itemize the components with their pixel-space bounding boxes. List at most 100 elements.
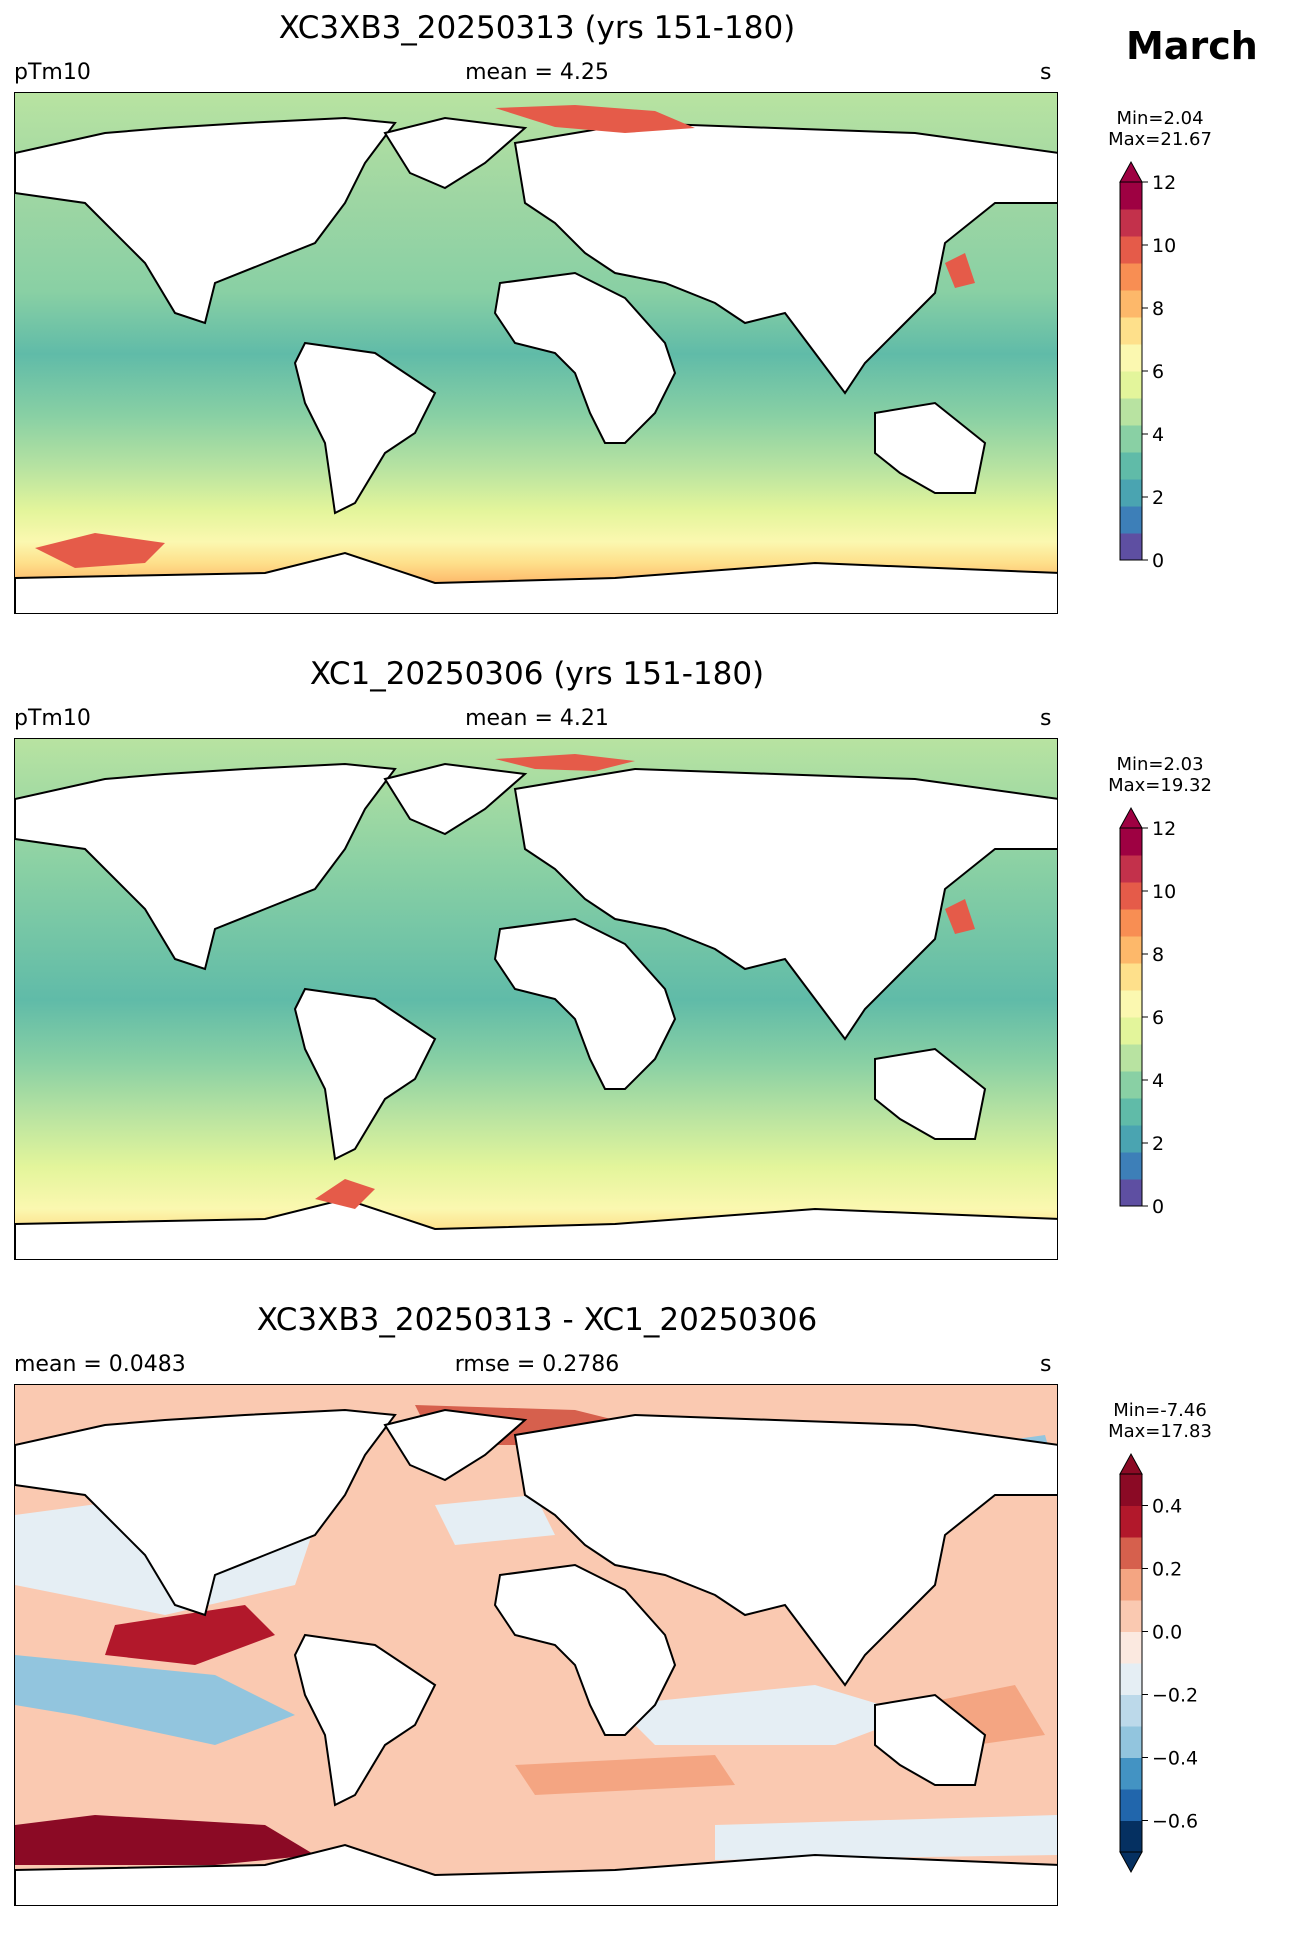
max-value: Max=17.83 (1108, 1421, 1212, 1442)
colorbar-segment (1120, 479, 1142, 507)
colorbar-tick-label: 6 (1152, 361, 1164, 383)
colorbar-tick-label: −0.2 (1152, 1685, 1198, 1707)
colorbar-segment (1120, 182, 1142, 210)
colorbar-tick-label: 8 (1152, 944, 1164, 966)
high-value-patches (35, 105, 975, 568)
colorbar-tick-label: 8 (1152, 298, 1164, 320)
colorbar-segment (1120, 1789, 1142, 1821)
colorbar-tick-label: 6 (1152, 1007, 1164, 1029)
colorbar-segment (1120, 263, 1142, 291)
colorbar-tick-label: 4 (1152, 424, 1164, 446)
panel-difference: XC3XB3_20250313 - XC1_20250306 mean = 0.… (0, 1292, 1292, 1932)
colorbar-extend-max (1119, 160, 1143, 183)
land-masses (15, 1408, 1057, 1905)
units-label: s (1040, 706, 1052, 731)
mean-label: mean = 4.25 (465, 60, 609, 85)
map-field (15, 739, 1057, 1259)
colorbar-segment (1120, 990, 1142, 1018)
colorbar-segment (1120, 855, 1142, 883)
colorbar-segment (1120, 371, 1142, 399)
colorbar-segment (1120, 1820, 1142, 1853)
colorbar-tick-label: 4 (1152, 1070, 1164, 1092)
map-plot (14, 738, 1058, 1260)
map-plot (14, 92, 1058, 614)
land-masses (15, 116, 1057, 613)
colorbar-tick-label: 0 (1152, 550, 1164, 572)
colorbar-segment (1120, 506, 1142, 534)
colorbar-tick-label: 0.2 (1152, 1559, 1182, 1581)
panel-xc1: XC1_20250306 (yrs 151-180) pTm10 mean = … (0, 646, 1292, 1286)
colorbar-segment (1120, 1600, 1142, 1632)
colorbar-segment (1120, 1098, 1142, 1126)
colorbar-tick-label: 0.6 (1152, 1452, 1182, 1455)
colorbar-segment (1120, 1663, 1142, 1695)
colorbar-tick-label: 2 (1152, 1133, 1164, 1155)
colorbar-segment (1120, 1044, 1142, 1072)
colorbar-tick-label: 12 (1152, 172, 1176, 194)
colorbar-segment (1120, 1537, 1142, 1569)
colorbar-segment (1120, 1694, 1142, 1727)
mean-label: mean = 4.21 (465, 706, 609, 731)
colorbar-segment (1120, 452, 1142, 480)
colorbar-segment (1120, 1152, 1142, 1180)
min-max-label: Min=2.03 Max=19.32 (1095, 754, 1225, 796)
month-label: March (1126, 24, 1258, 68)
colorbar-segment (1120, 1631, 1142, 1664)
mean-label: mean = 0.0483 (14, 1352, 186, 1377)
colorbar-tick-label: 2 (1152, 487, 1164, 509)
units-label: s (1040, 60, 1052, 85)
colorbar-segment (1120, 1071, 1142, 1099)
colorbar-tick-label: 0.0 (1152, 1622, 1182, 1644)
colorbar-segment (1120, 828, 1142, 856)
colorbar-segment (1120, 425, 1142, 453)
high-value-patches (315, 754, 975, 1209)
min-max-label: Min=-7.46 Max=17.83 (1095, 1400, 1225, 1442)
colorbar-segment (1120, 909, 1142, 937)
colorbar-frame (1119, 1473, 1143, 1853)
min-value: Min=-7.46 (1113, 1400, 1207, 1421)
colorbar-segment (1120, 963, 1142, 991)
colorbar-segment (1120, 1568, 1142, 1601)
colorbar-segment (1120, 1726, 1142, 1758)
max-value: Max=21.67 (1108, 129, 1212, 150)
colorbar: 0 2 4 6 8 10 12 (1119, 160, 1176, 572)
panel-title: XC3XB3_20250313 (yrs 151-180) (278, 10, 796, 46)
colorbar: −0.6 −0.4 −0.2 0.0 0.2 0.4 0.6 (1119, 1452, 1198, 1874)
colorbar-tick-label: 12 (1152, 818, 1176, 840)
colorbar-segment (1120, 1017, 1142, 1045)
colorbar-segment (1120, 1757, 1142, 1790)
colorbar-tick-label: −0.6 (1152, 1811, 1198, 1833)
panel-title: XC3XB3_20250313 - XC1_20250306 (256, 1302, 818, 1338)
colorbar-tick-label: 0 (1152, 1196, 1164, 1218)
map-field (15, 93, 1057, 613)
variable-label: pTm10 (14, 60, 91, 85)
colorbar-extend-min (1119, 1851, 1143, 1874)
colorbar: 0 2 4 6 8 10 12 (1119, 806, 1176, 1218)
max-value: Max=19.32 (1108, 775, 1212, 796)
panel-title: XC1_20250306 (yrs 151-180) (309, 656, 765, 692)
variable-label: pTm10 (14, 706, 91, 731)
colorbar-tick-label: 10 (1152, 881, 1176, 903)
units-label: s (1040, 1352, 1052, 1377)
min-max-label: Min=2.04 Max=21.67 (1095, 108, 1225, 150)
colorbar-segment (1120, 936, 1142, 964)
colorbar-tick-label: −0.4 (1152, 1748, 1198, 1770)
colorbar-extend-max (1119, 806, 1143, 829)
map-plot (14, 1384, 1058, 1906)
min-value: Min=2.04 (1116, 108, 1204, 129)
rmse-label: rmse = 0.2786 (454, 1352, 620, 1377)
colorbar-segment (1120, 1474, 1142, 1506)
colorbar-tick-label: 0.4 (1152, 1496, 1182, 1518)
colorbar-segment (1120, 398, 1142, 426)
land-masses (15, 762, 1057, 1259)
colorbar-segment (1120, 882, 1142, 910)
colorbar-segment (1120, 290, 1142, 318)
colorbar-segment (1120, 209, 1142, 237)
colorbar-segment (1120, 344, 1142, 372)
colorbar-segment (1120, 317, 1142, 345)
colorbar-extend-max (1119, 1452, 1143, 1475)
colorbar-segment (1120, 1179, 1142, 1207)
colorbar-segment (1120, 236, 1142, 264)
min-value: Min=2.03 (1116, 754, 1204, 775)
colorbar-segment (1120, 533, 1142, 561)
